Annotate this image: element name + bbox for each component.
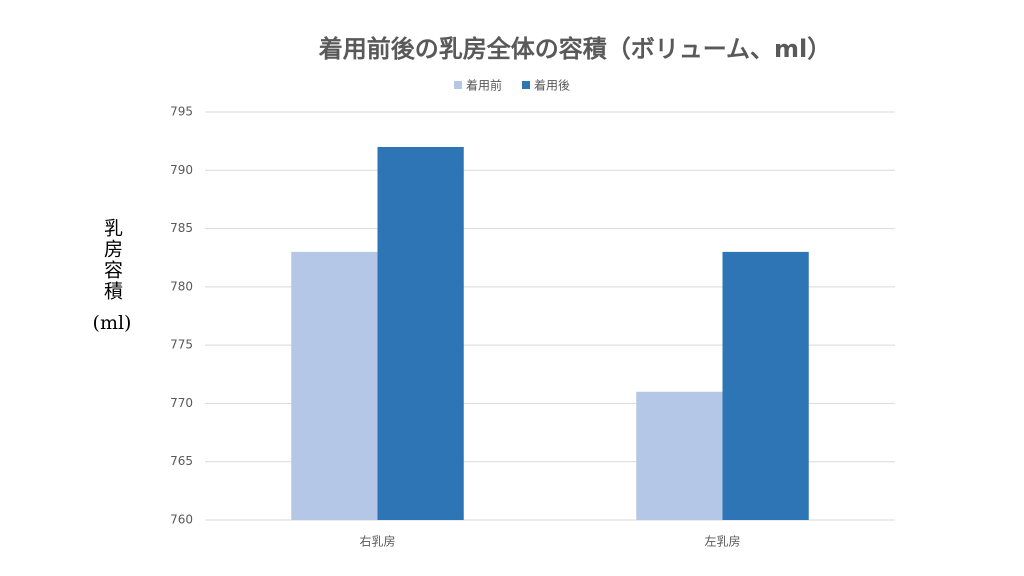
x-tick-label: 右乳房 xyxy=(359,534,395,549)
y-tick-label: 790 xyxy=(170,163,193,177)
legend-label: 着用後 xyxy=(534,78,570,93)
legend-swatch xyxy=(454,81,462,89)
y-tick-label: 770 xyxy=(170,396,193,410)
y-tick-label: 785 xyxy=(170,221,193,235)
legend-swatch xyxy=(522,81,531,89)
bar xyxy=(722,251,809,520)
bar xyxy=(636,391,723,520)
y-tick-label: 765 xyxy=(170,454,193,468)
x-tick-label: 左乳房 xyxy=(704,534,740,549)
y-tick-label: 760 xyxy=(170,513,193,527)
y-axis-label: 乳房容積 xyxy=(101,218,123,302)
bar xyxy=(377,146,464,520)
chart-title: 着用前後の乳房全体の容積（ボリューム、ml） xyxy=(319,35,832,63)
y-tick-label: 795 xyxy=(170,105,193,119)
legend-label: 着用前 xyxy=(466,78,502,93)
y-tick-label: 780 xyxy=(170,279,193,293)
y-axis-unit: (ml) xyxy=(93,312,132,334)
y-tick-label: 775 xyxy=(170,338,193,352)
bar xyxy=(291,251,378,520)
